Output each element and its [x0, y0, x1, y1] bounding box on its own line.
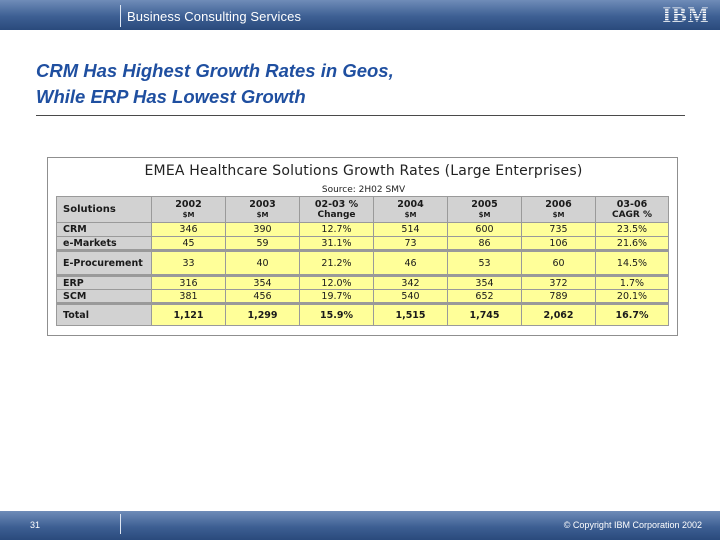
- slide-title-line-2: While ERP Has Lowest Growth: [36, 86, 306, 107]
- table-cell: 53: [447, 249, 522, 276]
- footer-divider: [120, 514, 121, 534]
- table-cell: 540: [373, 289, 448, 304]
- table-cell: 46: [373, 249, 448, 276]
- column-header: 02-03 % Change: [299, 196, 374, 223]
- table-header-row: Solutions 2002 $M 2003 $M 02-03 % Change 20…: [56, 196, 669, 223]
- row-label: E-Procurement: [56, 249, 152, 276]
- table-cell: 456: [225, 289, 300, 304]
- column-header: 03-06 CAGR %: [595, 196, 669, 223]
- table-cell: 1,299: [225, 302, 300, 326]
- table-cell: 346: [151, 222, 226, 237]
- column-header: 2004 $M: [373, 196, 448, 223]
- table-cell: 1.7%: [595, 274, 669, 290]
- table-cell: 12.0%: [299, 274, 374, 290]
- table-cell: 73: [373, 236, 448, 251]
- table-row: CRM 346 390 12.7% 514 600 735 23.5%: [56, 222, 669, 237]
- table-cell: 20.1%: [595, 289, 669, 304]
- table-row: SCM 381 456 19.7% 540 652 789 20.1%: [56, 289, 669, 304]
- table-cell: 86: [447, 236, 522, 251]
- copyright-notice: © Copyright IBM Corporation 2002: [563, 520, 702, 530]
- figure-title: EMEA Healthcare Solutions Growth Rates (…: [144, 163, 583, 179]
- table-cell: 342: [373, 274, 448, 290]
- row-label: Total: [56, 302, 152, 326]
- table-cell: 31.1%: [299, 236, 374, 251]
- table-cell: 1,745: [447, 302, 522, 326]
- table-cell: 16.7%: [595, 302, 669, 326]
- column-header: 2003 $M: [225, 196, 300, 223]
- table-total-row: Total 1,121 1,299 15.9% 1,515 1,745 2,06…: [56, 302, 669, 326]
- table-cell: 735: [521, 222, 596, 237]
- column-header: 2005 $M: [447, 196, 522, 223]
- table-cell: 372: [521, 274, 596, 290]
- page-number: 31: [30, 520, 41, 530]
- slide-title: CRM Has Highest Growth Rates in Geos, Wh…: [36, 58, 676, 110]
- table-cell: 390: [225, 222, 300, 237]
- column-header: 2002 $M: [151, 196, 226, 223]
- table-cell: 1,515: [373, 302, 448, 326]
- table-cell: 45: [151, 236, 226, 251]
- table-cell: 15.9%: [299, 302, 374, 326]
- table-cell: 789: [521, 289, 596, 304]
- row-label: e-Markets: [56, 236, 152, 251]
- table-cell: 40: [225, 249, 300, 276]
- business-unit-name: Business Consulting Services: [127, 9, 302, 24]
- table-cell: 21.2%: [299, 249, 374, 276]
- growth-table-figure: EMEA Healthcare Solutions Growth Rates (…: [47, 157, 678, 336]
- table-cell: 354: [225, 274, 300, 290]
- ibm-logo: IBM: [663, 2, 710, 26]
- table-cell: 23.5%: [595, 222, 669, 237]
- table-cell: 381: [151, 289, 226, 304]
- table-cell: 14.5%: [595, 249, 669, 276]
- row-label: SCM: [56, 289, 152, 304]
- table-cell: 600: [447, 222, 522, 237]
- table-cell: 12.7%: [299, 222, 374, 237]
- table-cell: 21.6%: [595, 236, 669, 251]
- table-cell: 1,121: [151, 302, 226, 326]
- row-label: CRM: [56, 222, 152, 237]
- table-cell: 106: [521, 236, 596, 251]
- table-cell: 33: [151, 249, 226, 276]
- header-bar: Business Consulting Services IBM: [0, 0, 720, 30]
- table-cell: 514: [373, 222, 448, 237]
- table-cell: 316: [151, 274, 226, 290]
- footer-bar: 31 © Copyright IBM Corporation 2002: [0, 511, 720, 540]
- table-row: ERP 316 354 12.0% 342 354 372 1.7%: [56, 274, 669, 290]
- slide-title-line-1: CRM Has Highest Growth Rates in Geos,: [36, 60, 394, 81]
- table-row: e-Markets 45 59 31.1% 73 86 106 21.6%: [56, 236, 669, 251]
- table-cell: 354: [447, 274, 522, 290]
- header-divider: [120, 5, 121, 27]
- growth-rates-table: Solutions 2002 $M 2003 $M 02-03 % Change 20…: [56, 196, 669, 326]
- table-cell: 60: [521, 249, 596, 276]
- figure-source: Source: 2H02 SMV: [321, 185, 406, 195]
- title-rule: [36, 115, 685, 116]
- table-cell: 2,062: [521, 302, 596, 326]
- table-cell: 59: [225, 236, 300, 251]
- column-header: 2006 $M: [521, 196, 596, 223]
- column-header: Solutions: [56, 196, 152, 223]
- table-cell: 652: [447, 289, 522, 304]
- table-cell: 19.7%: [299, 289, 374, 304]
- table-row: E-Procurement 33 40 21.2% 46 53 60 14.5%: [56, 249, 669, 276]
- svg-text:IBM: IBM: [663, 2, 710, 26]
- row-label: ERP: [56, 274, 152, 290]
